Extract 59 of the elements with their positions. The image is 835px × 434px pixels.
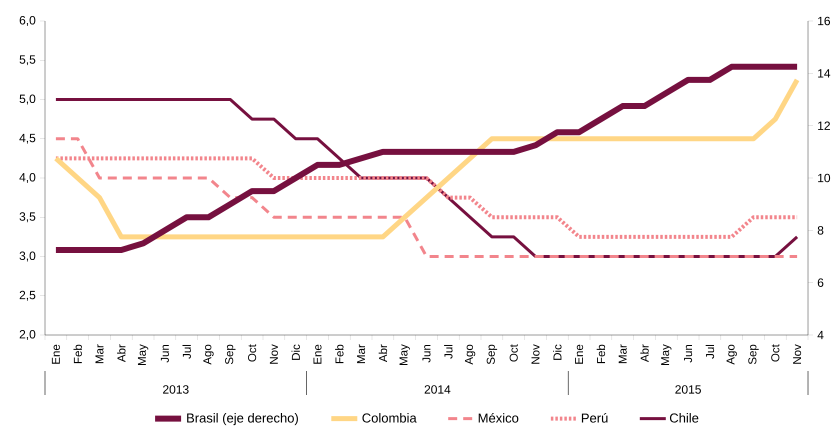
x-tick-label: Feb [73,344,82,364]
y-tick-label: 2,0 [20,330,36,340]
y-tick-label: 6,0 [20,16,36,26]
y2-tick-label: 6 [818,278,824,287]
legend-label: Colombia [362,413,417,423]
x-tick-label: Abr [378,344,388,362]
x-tick-label: Sep [748,344,759,364]
x-tick-label: Jun [160,344,169,363]
x-tick-label: Feb [335,344,344,364]
x-tick-label: Ene [52,344,60,364]
y-tick-label: 3,0 [20,252,36,262]
x-tick-label: Oct [248,344,256,362]
legend-label: México [478,412,518,423]
x-tick-label: Abr [640,344,649,362]
x-tick-label: Oct [771,344,780,362]
y2-tick-label: 12 [818,121,830,130]
x-tick-label: Mar [618,344,627,364]
x-tick-label: Sep [225,344,236,364]
y-tick-label: 2,5 [20,290,36,301]
x-tick-label: Abr [117,344,126,362]
legend-label: Brasil (eje derecho) [187,413,298,426]
x-tick-label: Jun [422,344,431,363]
y-tick-label: 4,0 [19,173,36,183]
x-tick-label: Jul [706,344,714,359]
y2-tick-label: 4 [817,330,824,340]
x-tick-label: Dic [291,344,300,360]
y2-tick-label: 16 [818,16,830,26]
x-tick-label: Nov [793,344,802,364]
y2-tick-label: 14 [818,69,830,78]
y2-tick-label: 10 [818,174,830,182]
x-tick-label: May [400,344,410,365]
x-tick-label: Ago [726,344,737,365]
x-tick-label: Ene [575,344,584,364]
y2-tick-label: 8 [818,226,824,235]
x-tick-label: May [661,344,672,365]
x-tick-label: Mar [95,344,104,364]
x-tick-label: Nov [270,344,278,364]
y-tick-label: 5,0 [20,94,36,104]
text: 2013 [163,385,189,394]
x-tick-label: Ago [203,344,214,365]
x-tick-label: Mar [357,344,366,364]
y-tick-label: 3,5 [20,212,36,222]
x-tick-label: Ene [313,344,322,364]
y-tick-label: 4,5 [19,134,36,144]
x-tick-label: May [138,344,148,365]
legend-label: Perú [582,412,608,423]
y-tick-label: 5,5 [20,55,36,66]
x-tick-label: Ago [464,344,476,365]
x-tick-label: Oct [510,344,518,362]
x-tick-label: Feb [596,344,606,364]
x-tick-label: Nov [532,344,540,364]
x-tick-label: Jul [182,344,191,359]
legend-label: Chile [670,413,698,423]
text: 2015 [675,385,701,394]
x-tick-label: Sep [486,344,498,364]
x-tick-label: Jul [444,344,453,359]
x-tick-label: Jun [684,344,692,363]
text: 2014 [424,385,450,394]
x-tick-label: Dic [553,344,562,360]
